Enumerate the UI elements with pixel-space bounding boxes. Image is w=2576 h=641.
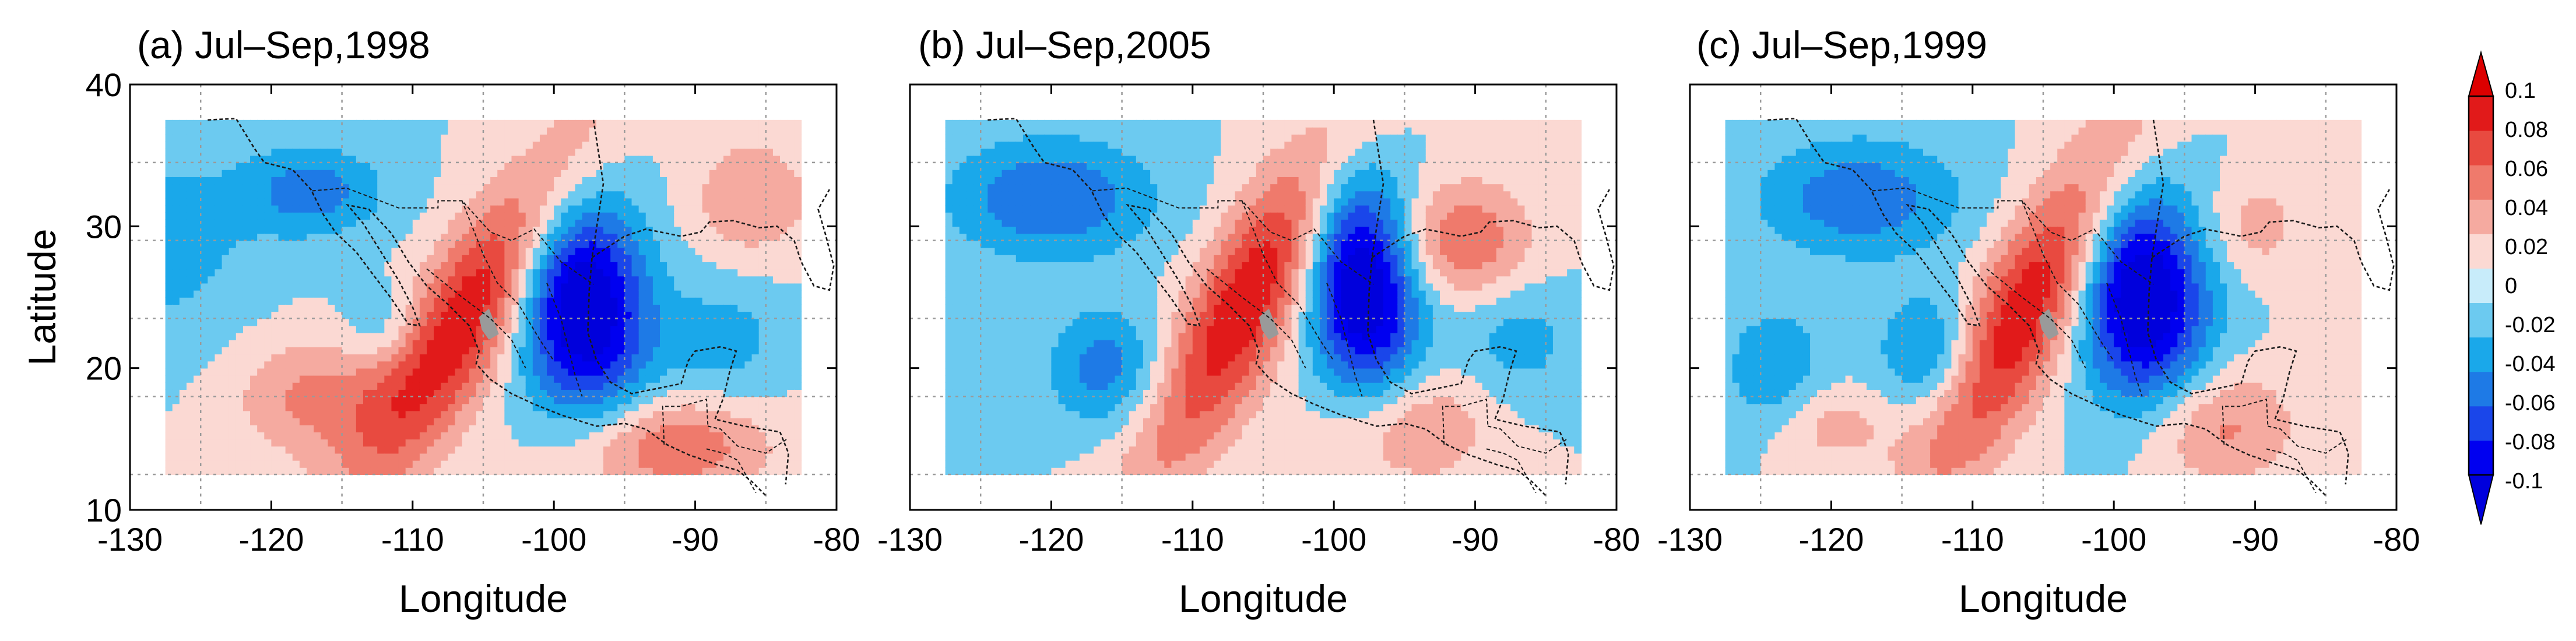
- y-tick-label: 20: [86, 350, 122, 387]
- colorbar-label: -0.08: [2505, 430, 2556, 455]
- colorbar-label: 0: [2505, 274, 2517, 298]
- panel-b-x-tick-label: -80: [1593, 521, 1640, 558]
- panel-a-title: (a) Jul–Sep,1998: [137, 23, 430, 66]
- panel-b-title: (b) Jul–Sep,2005: [918, 23, 1211, 66]
- panel-a-x-tick-label: -120: [238, 521, 304, 558]
- panel-b-plot: -130 -120 -110 -100 -90 -80: [877, 83, 1640, 558]
- colorbar-label: -0.04: [2505, 352, 2556, 376]
- panel-b-x-tick-label: -120: [1018, 521, 1084, 558]
- colorbar-bin: [2469, 199, 2493, 234]
- panel-b-x-tick-label: -100: [1301, 521, 1366, 558]
- y-tick-label: 40: [86, 66, 122, 103]
- colorbar-label: -0.02: [2505, 313, 2556, 337]
- panel-c-x-tick-label: -110: [1941, 521, 2004, 558]
- panel-b-x-tick-label: -90: [1452, 521, 1499, 558]
- colorbar-bin: [2469, 165, 2493, 200]
- panel-c-title: (c) Jul–Sep,1999: [1696, 23, 1987, 66]
- panel-c-x-tick-label: -80: [2373, 521, 2420, 558]
- colorbar-label: 0.04: [2505, 196, 2548, 220]
- colorbar: -0.1 -0.08 -0.06 -0.04 -0.02 0 0.02 0.04 0.06 0.0…: [2468, 50, 2556, 525]
- panel-c-x-tick-label: -100: [2081, 521, 2146, 558]
- panel-a-x-tick-label: -130: [97, 521, 163, 558]
- colorbar-bin: [2469, 440, 2493, 476]
- y-axis-label: Latitude: [20, 229, 64, 366]
- colorbar-label: 0.06: [2505, 157, 2548, 181]
- panel-b-frame: [909, 83, 1618, 511]
- colorbar-label: 0.08: [2505, 118, 2548, 142]
- colorbar-over-triangle: [2468, 50, 2494, 97]
- panel-c-plot: -130 -120 -110 -100 -90 -80: [1657, 83, 2420, 558]
- colorbar-frame: [2468, 95, 2494, 476]
- colorbar-bin: [2469, 371, 2493, 407]
- panel-a-plot: -130 -120 -110 -100 -90 -80 10 20 30 40: [86, 66, 860, 558]
- colorbar-bin: [2469, 96, 2493, 131]
- panel-c-x-tick-label: -130: [1657, 521, 1723, 558]
- panel-b-x-tick-label: -110: [1161, 521, 1224, 558]
- panel-a: (a) Jul–Sep,1998 -130 -120 -110 -100 -90 -80 1…: [86, 23, 860, 558]
- x-axis-label-b: Longitude: [1179, 577, 1348, 620]
- colorbar-bin: [2469, 302, 2493, 338]
- panel-c-masked-terrain: [2039, 308, 2059, 340]
- colorbar-label: 0.02: [2505, 235, 2548, 259]
- panel-c-field: [1725, 119, 2362, 475]
- colorbar-label: -0.06: [2505, 391, 2556, 415]
- panel-c-x-tick-label: -120: [1798, 521, 1864, 558]
- colorbar-label: 0.1: [2505, 79, 2536, 103]
- panel-b-masked-terrain: [1259, 308, 1279, 340]
- colorbar-under-triangle: [2468, 474, 2494, 525]
- panel-a-x-tick-label: -110: [381, 521, 444, 558]
- y-tick-label: 30: [86, 208, 122, 245]
- panel-b-field: [945, 119, 1582, 475]
- panel-c-coastlines: [1767, 118, 2395, 496]
- colorbar-bin: [2469, 131, 2493, 165]
- panel-c: (c) Jul–Sep,1999 -130 -120 -110 -100 -90 -80: [1657, 23, 2420, 558]
- colorbar-bin: [2469, 406, 2493, 441]
- x-axis-label-c: Longitude: [1959, 577, 2128, 620]
- panel-a-x-tick-label: -80: [813, 521, 860, 558]
- colorbar-bin: [2469, 337, 2493, 372]
- y-tick-label: 10: [86, 492, 122, 529]
- panel-b-coastlines: [987, 118, 1615, 496]
- panel-a-coastlines: [208, 118, 835, 496]
- panel-b: (b) Jul–Sep,2005 -130 -120 -110 -100 -90 -80: [877, 23, 1640, 558]
- panel-c-grid: [1690, 84, 2396, 510]
- panel-a-grid: [130, 84, 837, 510]
- x-axis-label-a: Longitude: [399, 577, 568, 620]
- panel-b-x-tick-label: -130: [877, 521, 943, 558]
- panel-a-frame: [129, 83, 838, 511]
- panel-a-field: [165, 119, 802, 475]
- panel-c-x-tick-label: -90: [2231, 521, 2279, 558]
- colorbar-bin: [2469, 268, 2493, 304]
- panel-a-masked-terrain: [479, 308, 499, 340]
- panel-a-x-tick-label: -100: [521, 521, 586, 558]
- panel-b-grid: [910, 84, 1616, 510]
- panel-c-frame: [1689, 83, 2398, 511]
- colorbar-bin: [2469, 234, 2493, 269]
- colorbar-label: -0.1: [2505, 469, 2543, 494]
- panel-a-x-tick-label: -90: [672, 521, 719, 558]
